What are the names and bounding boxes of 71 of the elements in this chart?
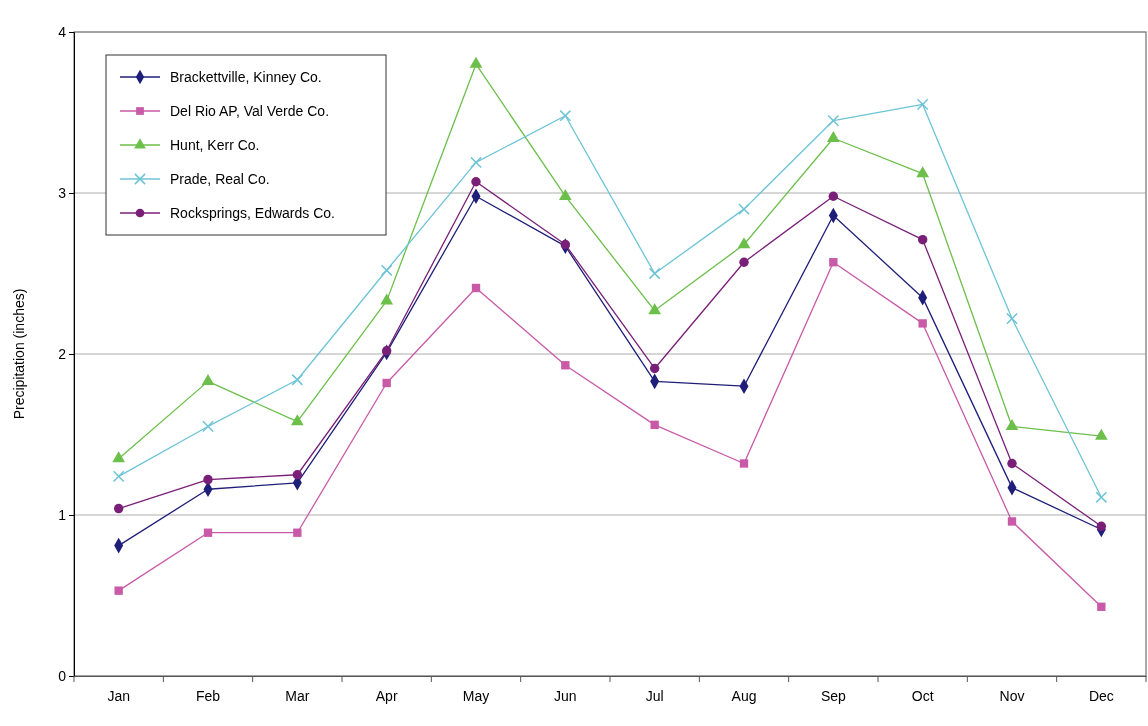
point: [382, 378, 391, 388]
y-tick-label: 3: [58, 184, 67, 201]
point: [1096, 521, 1107, 531]
x-tick-label: Oct: [911, 688, 934, 705]
point: [739, 257, 749, 267]
point: [829, 258, 838, 267]
point: [203, 474, 213, 485]
point: [1097, 602, 1106, 611]
point: [828, 191, 839, 201]
point: [381, 346, 392, 356]
x-tick-label: Mar: [285, 688, 310, 705]
point: [291, 373, 304, 386]
point: [1007, 517, 1017, 526]
point: [471, 177, 481, 187]
point: [1005, 419, 1019, 431]
point: [917, 234, 928, 245]
x-tick-label: Aug: [731, 688, 757, 705]
point: [1095, 491, 1108, 504]
point: [203, 528, 213, 537]
point: [826, 130, 840, 142]
point: [1006, 312, 1018, 325]
legend-label: Brackettville, Kinney Co.: [170, 69, 322, 85]
x-tick-label: Sep: [820, 688, 846, 705]
point: [201, 374, 215, 386]
point: [112, 451, 126, 463]
point: [470, 156, 482, 169]
point: [916, 98, 929, 111]
point: [380, 293, 394, 305]
point: [292, 470, 303, 480]
y-tick-label: 0: [58, 667, 67, 684]
point: [380, 264, 393, 277]
legend-label: Hunt, Kerr Co.: [170, 137, 260, 153]
y-tick-label: 2: [58, 345, 67, 362]
point: [469, 56, 483, 68]
x-tick-label: Dec: [1088, 688, 1114, 705]
point: [293, 528, 302, 537]
point: [916, 166, 930, 178]
point: [114, 586, 123, 595]
point: [649, 363, 660, 374]
point: [650, 420, 659, 430]
point: [202, 420, 214, 433]
point: [559, 109, 572, 122]
legend-label: Del Rio AP, Val Verde Co.: [170, 103, 330, 119]
y-tick-label: 4: [58, 23, 67, 40]
x-tick-label: Jun: [554, 688, 577, 705]
legend-label: Prade, Real Co.: [170, 171, 270, 187]
point: [648, 303, 662, 315]
x-tick-label: Apr: [375, 688, 398, 705]
point: [737, 237, 751, 249]
point: [648, 267, 661, 280]
point: [471, 283, 481, 293]
point: [112, 470, 125, 483]
x-tick-label: Jan: [107, 688, 130, 705]
point: [1094, 428, 1108, 440]
x-tick-label: Nov: [999, 688, 1025, 705]
point: [558, 188, 572, 200]
y-axis-title: Precipitation (inches): [11, 288, 27, 420]
point: [739, 459, 749, 468]
point: [1007, 458, 1017, 469]
x-tick-label: Jul: [645, 688, 664, 705]
legend-label: Rocksprings, Edwards Co.: [170, 205, 335, 221]
x-tick-label: Feb: [195, 688, 221, 705]
point: [560, 239, 571, 250]
point: [918, 319, 927, 328]
y-tick-label: 1: [58, 506, 67, 523]
point: [827, 114, 840, 127]
point: [561, 361, 570, 370]
point: [738, 203, 750, 215]
point: [290, 414, 304, 426]
point: [113, 503, 124, 514]
x-tick-label: May: [462, 688, 490, 705]
